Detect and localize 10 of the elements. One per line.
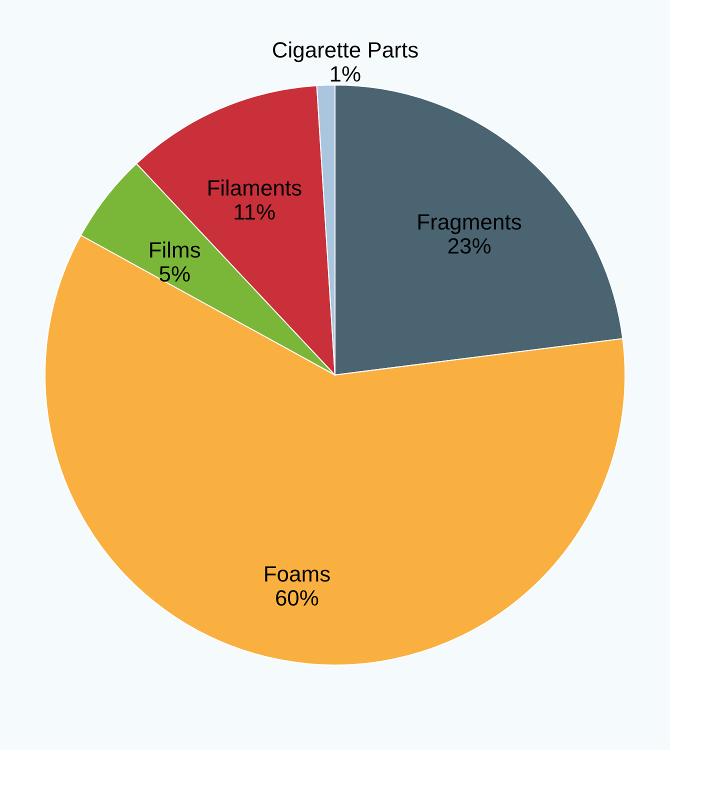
data-label: 11% bbox=[233, 200, 276, 225]
slice-label: Cigarette Parts bbox=[272, 37, 419, 62]
data-label: 5% bbox=[158, 262, 190, 287]
slice-label: Fragments bbox=[416, 210, 522, 235]
slice-label: Filaments bbox=[206, 176, 302, 201]
data-label: 1% bbox=[329, 61, 362, 86]
slice-label: Foams bbox=[263, 561, 331, 586]
data-label: 23% bbox=[447, 234, 492, 259]
slice-label: Films bbox=[148, 238, 201, 263]
data-label: 60% bbox=[274, 585, 319, 610]
